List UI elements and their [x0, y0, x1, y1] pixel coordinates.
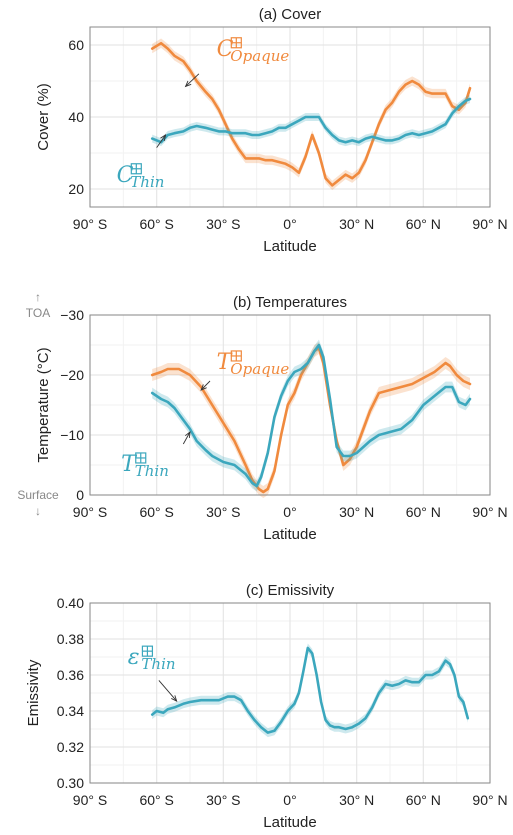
annotation-symbol-thin: C [117, 163, 134, 188]
x-axis-label: Latitude [263, 814, 316, 831]
y-tick-label: 60 [68, 37, 84, 53]
annotation-arrowhead-opaque [200, 384, 207, 391]
x-tick-label: 90° N [472, 216, 507, 232]
y-tick-label: 0.30 [57, 775, 84, 791]
series-band-opaque [152, 342, 470, 498]
x-tick-label: 90° S [73, 504, 107, 520]
x-tick-label: 60° S [139, 792, 173, 808]
surface-arrow: ↓ [35, 504, 41, 518]
y-tick-label: 0 [76, 487, 84, 503]
x-tick-label: 60° S [139, 216, 173, 232]
y-tick-label: 0.40 [57, 595, 84, 611]
series-line-opaque [150, 346, 472, 494]
y-axis-label: Emissivity [25, 659, 42, 726]
y-tick-label: −10 [60, 427, 84, 443]
annotation-arrowhead-thin [160, 134, 167, 141]
annotation-arrow-opaque [185, 73, 200, 87]
annotation-arrowhead-opaque [184, 80, 192, 88]
y-tick-label: 20 [68, 181, 84, 197]
toa-arrow: ↑ [35, 290, 41, 304]
series-line-opaque [150, 41, 472, 187]
annotation-subscript-thin: Thin [141, 655, 175, 673]
annotation-symbol-thin: T [121, 452, 138, 477]
x-axis-label: Latitude [263, 238, 316, 255]
annotation-arrow-thin [182, 431, 191, 445]
y-tick-label: 0.34 [57, 703, 84, 719]
x-tick-label: 30° S [206, 504, 240, 520]
y-tick-label: 0.32 [57, 739, 84, 755]
x-tick-label: 30° S [206, 216, 240, 232]
x-tick-label: 90° S [73, 216, 107, 232]
annotation-subscript-opaque: Opaque [230, 360, 289, 378]
x-tick-label: 30° N [339, 504, 374, 520]
annotation-arrow-thin [158, 680, 178, 702]
x-axis-label: Latitude [263, 526, 316, 543]
y-axis-label: Cover (%) [35, 83, 52, 151]
annotation-symbol-opaque: C [217, 37, 234, 62]
y-tick-label: 0.36 [57, 667, 84, 683]
series-band-thin [152, 643, 468, 738]
x-tick-label: 60° N [406, 216, 441, 232]
chart-title: (c) Emissivity [246, 582, 335, 599]
annotation-arrow-thin [156, 134, 166, 148]
plot-frame [89, 314, 491, 496]
x-tick-label: 30° S [206, 792, 240, 808]
annotation-subscript-thin: Thin [130, 173, 164, 191]
annotation-arrowhead-thin [171, 695, 178, 702]
y-axis-label: Temperature (°C) [35, 347, 52, 462]
chart-title: (a) Cover [259, 6, 322, 23]
x-tick-label: 90° S [73, 792, 107, 808]
panel-cover: (a) Cover 90° S 60° S 30° S 0° 30° N 60° N 90° … [35, 6, 508, 255]
toa-label: TOA [26, 306, 50, 320]
surface-label: Surface [17, 488, 59, 502]
y-tick-label: −20 [60, 367, 84, 383]
plot-frame [89, 602, 491, 784]
annotation-arrow-opaque [200, 380, 211, 391]
x-tick-label: 60° S [139, 504, 173, 520]
x-tick-label: 60° N [406, 504, 441, 520]
series-line-thin [150, 343, 472, 488]
annotation-arrowhead-thin [184, 430, 191, 439]
series-line-thin [150, 646, 470, 734]
x-tick-label: 0° [283, 504, 296, 520]
annotation-symbol-thin: ε [128, 645, 140, 670]
series-line-thin [150, 97, 472, 144]
y-tick-label: 40 [68, 109, 84, 125]
x-tick-label: 0° [283, 792, 296, 808]
panel-emissivity: (c) Emissivity 90° S 60° S 30° S 0° 30° N 60° … [25, 582, 508, 831]
series-band-thin [152, 339, 470, 492]
x-tick-label: 60° N [406, 792, 441, 808]
x-tick-label: 0° [283, 216, 296, 232]
x-tick-label: 30° N [339, 216, 374, 232]
x-tick-label: 90° N [472, 792, 507, 808]
y-tick-label: −30 [60, 307, 84, 323]
annotation-symbol-opaque: T [217, 350, 234, 375]
annotation-subscript-opaque: Opaque [230, 47, 289, 65]
x-tick-label: 30° N [339, 792, 374, 808]
y-tick-label: 0.38 [57, 631, 84, 647]
chart-title: (b) Temperatures [233, 294, 347, 311]
plot-frame [89, 26, 491, 208]
annotation-subscript-thin: Thin [135, 462, 169, 480]
panel-temperatures: (b) Temperatures 90° S 60° S 30° S 0° 30° N 60… [17, 290, 507, 543]
x-tick-label: 90° N [472, 504, 507, 520]
